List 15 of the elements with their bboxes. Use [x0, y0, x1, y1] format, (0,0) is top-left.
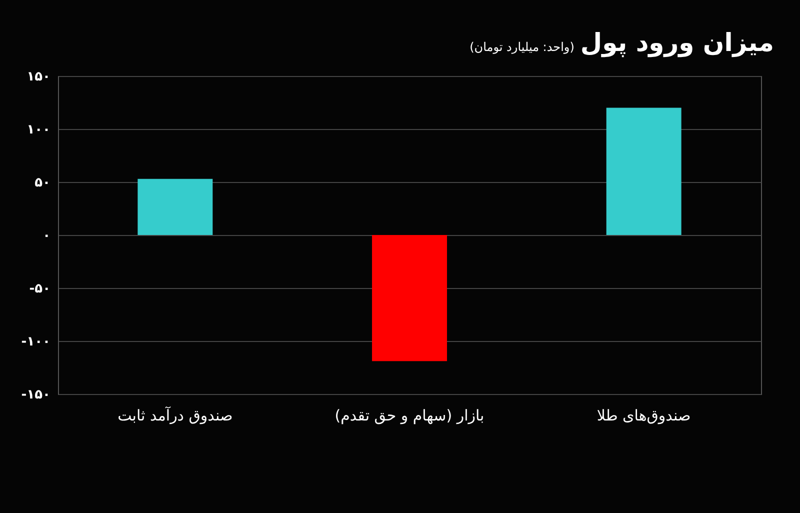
y-tick-label: ۵۰: [34, 176, 50, 190]
chart-title: میزان ورود پول: [580, 28, 774, 57]
y-tick-label: -۱۰۰: [21, 334, 50, 350]
x-tick-label: بازار (سهام و حق تقدم): [334, 406, 484, 424]
chart-subtitle: (واحد: میلیارد تومان): [470, 40, 574, 54]
y-tick-label: -۵۰: [29, 282, 50, 296]
y-tick-label: -۱۵۰: [21, 388, 50, 402]
x-tick-label: صندوق‌های طلا: [596, 406, 691, 424]
bar: [606, 108, 682, 235]
y-tick-label: ۱۵۰: [26, 70, 50, 84]
y-tick-label: ۱۰۰: [26, 122, 50, 138]
bar: [372, 235, 447, 362]
x-tick-label: صندوق درآمد ثابت: [118, 406, 233, 424]
bar: [138, 178, 213, 235]
y-tick-label: ۰: [42, 228, 50, 244]
